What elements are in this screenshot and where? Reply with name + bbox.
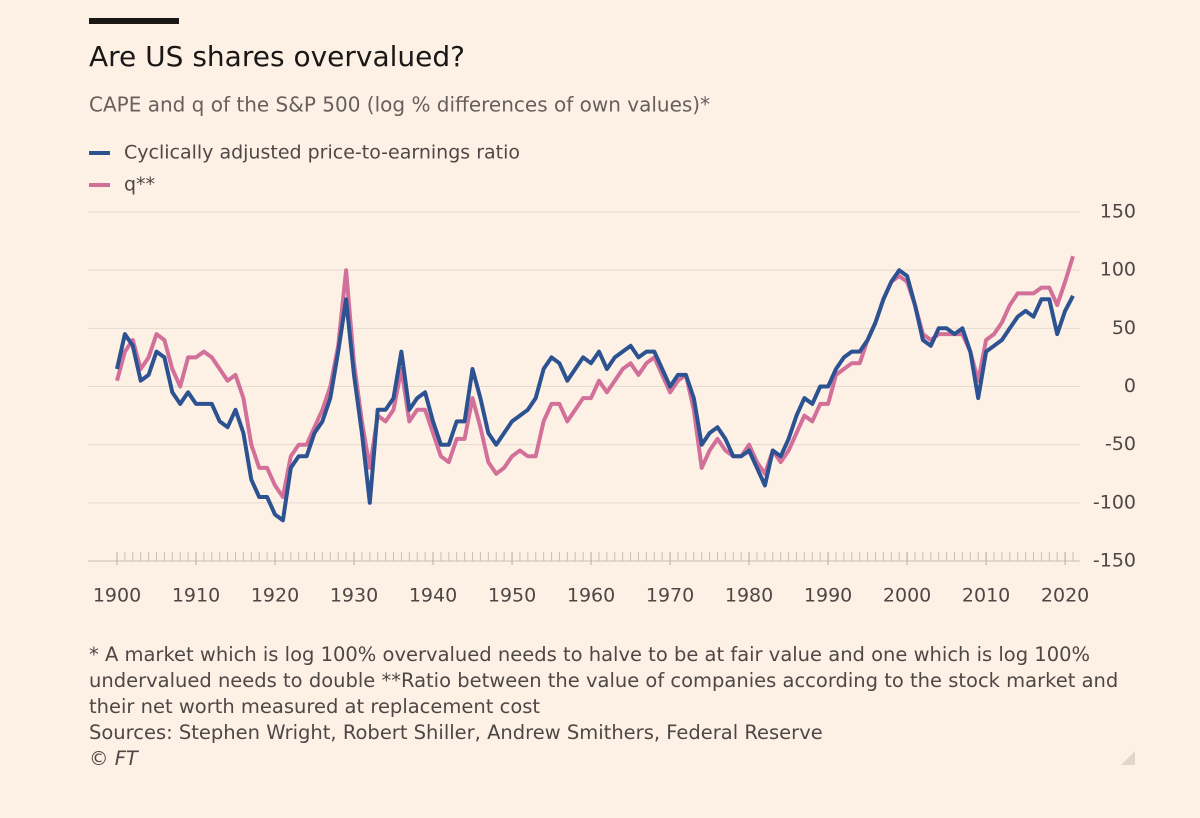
title-bar xyxy=(89,18,179,24)
y-tick-label: 100 xyxy=(1100,259,1136,281)
x-tick-label: 2020 xyxy=(1041,585,1089,607)
x-tick-label: 1950 xyxy=(488,585,536,607)
x-tick-label: 1960 xyxy=(567,585,615,607)
legend-label: q** xyxy=(124,174,155,196)
y-tick-label: 0 xyxy=(1124,375,1136,397)
chart-subtitle: CAPE and q of the S&P 500 (log % differe… xyxy=(89,93,710,117)
x-tick-label: 2000 xyxy=(883,585,931,607)
x-tick-label: 2010 xyxy=(962,585,1010,607)
y-tick-label: -150 xyxy=(1093,550,1136,572)
series-line xyxy=(115,255,1075,499)
x-tick-label: 1990 xyxy=(804,585,852,607)
chart-title: Are US shares overvalued? xyxy=(89,40,465,73)
x-tick-label: 1900 xyxy=(93,585,141,607)
x-tick-label: 1980 xyxy=(725,585,773,607)
y-tick-label: -50 xyxy=(1105,433,1136,455)
legend-label: Cyclically adjusted price-to-earnings ra… xyxy=(124,142,520,164)
resize-corner xyxy=(1121,751,1135,765)
credit: © FT xyxy=(89,747,138,770)
footer: * A market which is log 100% overvalued … xyxy=(89,642,1149,772)
x-tick-label: 1970 xyxy=(646,585,694,607)
y-tick-label: 150 xyxy=(1100,201,1136,223)
x-tick-label: 1920 xyxy=(251,585,299,607)
series-line xyxy=(115,268,1075,523)
x-tick-label: 1910 xyxy=(172,585,220,607)
y-tick-label: -100 xyxy=(1093,491,1136,513)
source: Sources: Stephen Wright, Robert Shiller,… xyxy=(89,721,823,744)
x-tick-label: 1940 xyxy=(409,585,457,607)
y-tick-label: 50 xyxy=(1112,317,1136,339)
x-tick-label: 1930 xyxy=(330,585,378,607)
footnote: * A market which is log 100% overvalued … xyxy=(89,643,1119,718)
